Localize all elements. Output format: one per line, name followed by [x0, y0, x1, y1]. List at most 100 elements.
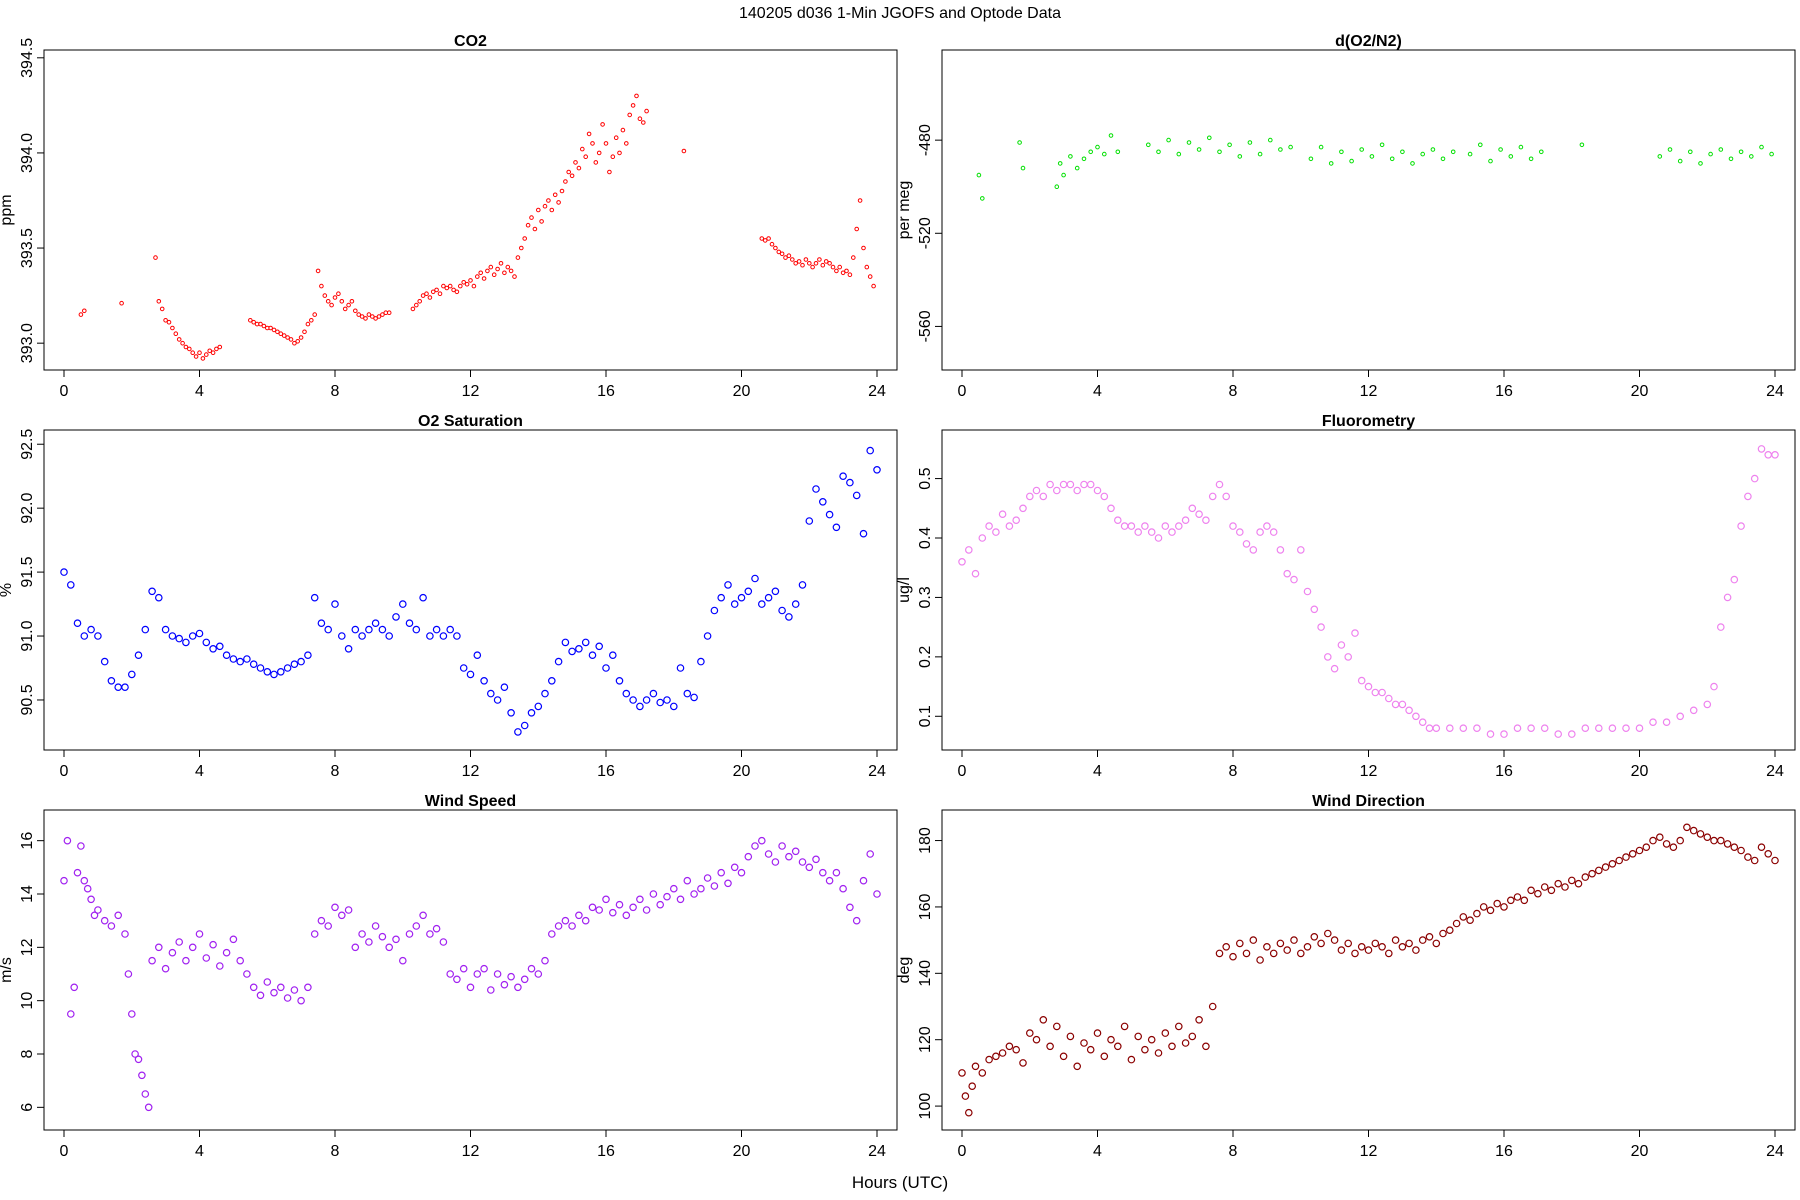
windspeed-point: [144, 1103, 153, 1112]
winddir-point: [1120, 1022, 1129, 1031]
winddir-point: [1086, 1045, 1095, 1054]
windspeed-point: [290, 986, 299, 994]
fluor-point: [1771, 450, 1779, 459]
do2n2-point: [1478, 142, 1483, 148]
co2-point: [366, 312, 372, 317]
co2-point: [153, 255, 158, 260]
windspeed-point: [80, 876, 89, 885]
winddir-point: [1588, 869, 1596, 878]
winddir-ytick-label: 180: [917, 827, 934, 854]
windspeed-point: [155, 943, 163, 952]
co2-ytick-label: 394.0: [19, 133, 36, 173]
o2sat-point: [351, 625, 360, 634]
co2-point: [420, 293, 426, 298]
co2-xtick-label: 4: [195, 383, 204, 400]
winddir-point: [1703, 833, 1712, 842]
co2-point: [278, 331, 284, 337]
o2sat-point: [73, 619, 82, 628]
fluor-xtick-label: 20: [1631, 763, 1649, 780]
co2-point: [508, 268, 514, 274]
fluor-point: [1317, 623, 1325, 631]
o2sat-point: [724, 581, 732, 589]
do2n2-point: [1186, 140, 1192, 145]
winddir-xtick-label: 12: [1360, 1143, 1378, 1160]
windspeed-point: [134, 1055, 143, 1064]
windspeed-point: [669, 884, 678, 893]
fluor-xtick-label: 24: [1766, 763, 1784, 780]
windspeed-point: [852, 916, 861, 925]
do2n2-point: [1227, 142, 1232, 148]
fluor-point: [1269, 528, 1278, 536]
fluor-point: [1195, 510, 1203, 519]
co2-point: [315, 268, 321, 274]
co2-point: [532, 226, 538, 232]
fluor-point: [1154, 534, 1163, 542]
fluor-point: [1527, 724, 1535, 733]
co2-point: [261, 323, 267, 329]
winddir-point: [1723, 840, 1732, 848]
o2sat-point: [581, 638, 590, 647]
co2-point: [441, 283, 446, 289]
do2n2-point: [1718, 147, 1724, 152]
winddir-point: [1452, 919, 1461, 928]
windspeed-point: [697, 884, 705, 893]
co2-point: [596, 150, 602, 156]
do2n2-xtick-label: 0: [958, 383, 967, 400]
winddir-point: [1215, 949, 1224, 958]
co2-point: [495, 266, 500, 272]
co2-point: [447, 283, 453, 289]
o2sat-point: [818, 497, 827, 506]
co2-point: [475, 274, 480, 279]
winddir-point: [1141, 1045, 1149, 1054]
winddir-point: [1432, 939, 1441, 948]
windspeed-xtick-label: 4: [195, 1143, 204, 1160]
windspeed-point: [446, 970, 455, 978]
co2-point: [166, 319, 172, 325]
windspeed-point: [182, 956, 190, 965]
fluor-point: [1175, 522, 1183, 530]
winddir-point: [1601, 863, 1610, 871]
windspeed-point: [751, 842, 759, 850]
windspeed-point: [683, 876, 692, 885]
co2-point: [525, 222, 531, 228]
winddir-point: [1581, 873, 1590, 881]
o2sat-point: [290, 660, 299, 669]
co2-point: [478, 270, 484, 276]
windspeed-point: [371, 922, 380, 930]
do2n2-point: [1349, 158, 1354, 164]
co2-point: [281, 333, 287, 338]
windspeed-point: [236, 956, 245, 965]
winddir-point: [1696, 830, 1705, 838]
winddir-point: [1486, 906, 1495, 915]
figure-xlabel: Hours (UTC): [852, 1173, 948, 1192]
panel-co2: CO2 0 4 8 12 16 20 24 393.0 393.5 394.0 394.5 ppm: [0, 33, 898, 400]
co2-xtick-label: 16: [597, 383, 615, 400]
co2-point: [820, 262, 826, 268]
fluor-point: [1649, 718, 1657, 727]
o2sat-xtick-label: 12: [462, 763, 480, 780]
winddir-point: [1473, 909, 1481, 918]
windspeed-point: [324, 922, 333, 930]
o2sat-point: [873, 465, 881, 474]
winddir-point: [1405, 939, 1413, 948]
o2sat-point: [297, 657, 305, 666]
do2n2-point: [1498, 147, 1503, 152]
winddir-point: [1730, 843, 1739, 852]
fluor-point: [1710, 682, 1718, 691]
co2-point: [546, 198, 551, 203]
panel-do2n2: d(O2/N2) 0 4 8 12 16 20 24 -480 -520 -560 per meg: [896, 33, 1796, 400]
o2sat-point: [561, 638, 570, 647]
winddir-point: [1107, 1035, 1115, 1044]
co2-point: [827, 261, 832, 266]
co2-point: [779, 251, 785, 257]
windspeed-point: [344, 906, 353, 914]
fluor-point: [1107, 504, 1115, 513]
do2n2-point: [1738, 149, 1744, 155]
co2-point: [807, 261, 812, 266]
do2n2-point: [1708, 151, 1713, 157]
co2-point: [176, 337, 182, 342]
windspeed-point: [426, 930, 434, 938]
winddir-point: [1446, 926, 1454, 935]
do2n2-point: [1061, 172, 1066, 178]
o2sat-point: [663, 696, 671, 704]
